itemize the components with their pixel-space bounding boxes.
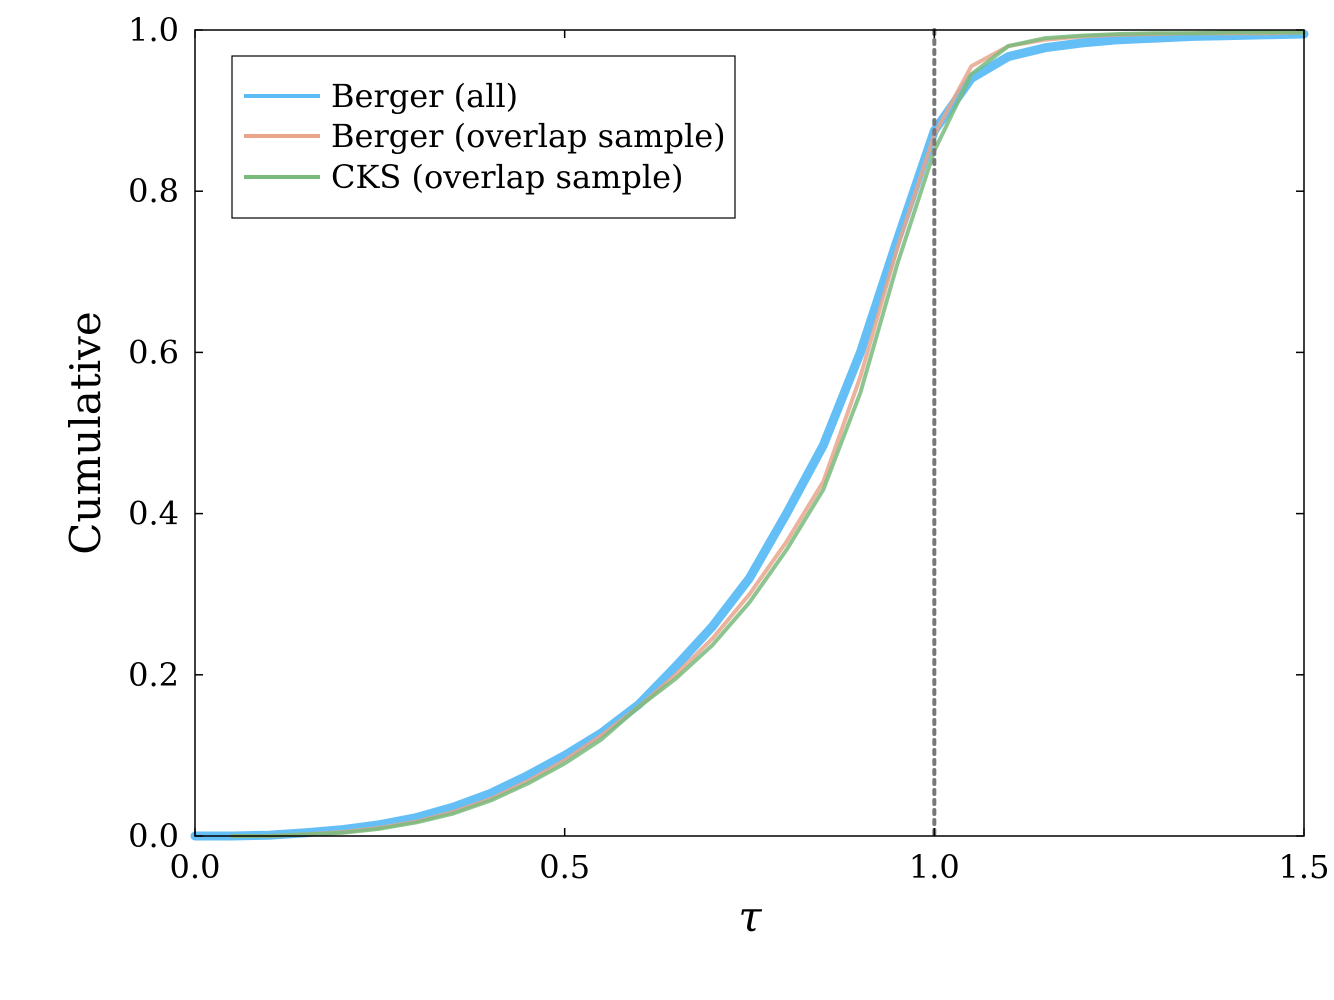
y-axis-title: Cumulative [61,311,110,554]
x-tick-label: 1.0 [909,848,960,886]
tick-layer: 0.0 0.5 1.0 1.5 0.0 0.2 0.4 0.6 0.8 1.0 [128,11,1329,886]
series-layer [190,29,1309,841]
plot-frame [194,29,1305,837]
y-tick-label: 0.4 [128,495,179,533]
x-axis-title: τ [738,892,762,941]
x-tick-label: 1.5 [1279,848,1330,886]
x-tick-label: 0.0 [170,848,221,886]
y-tick-label: 0.2 [128,656,179,694]
y-tick-label: 0.0 [128,817,179,855]
series-line-cks-overlap [230,30,1306,838]
y-tick-label: 1.0 [128,11,179,49]
legend-label-cks-overlap: CKS (overlap sample) [331,158,684,196]
x-tick-label: 0.5 [539,848,590,886]
series-line-berger-all [190,29,1309,841]
legend-label-berger-all: Berger (all) [331,77,518,115]
y-tick-label: 0.6 [128,333,179,371]
y-tick-label: 0.8 [128,172,179,210]
legend: Berger (all) Berger (overlap sample) CKS… [231,55,736,219]
legend-label-berger-overlap: Berger (overlap sample) [331,117,726,155]
